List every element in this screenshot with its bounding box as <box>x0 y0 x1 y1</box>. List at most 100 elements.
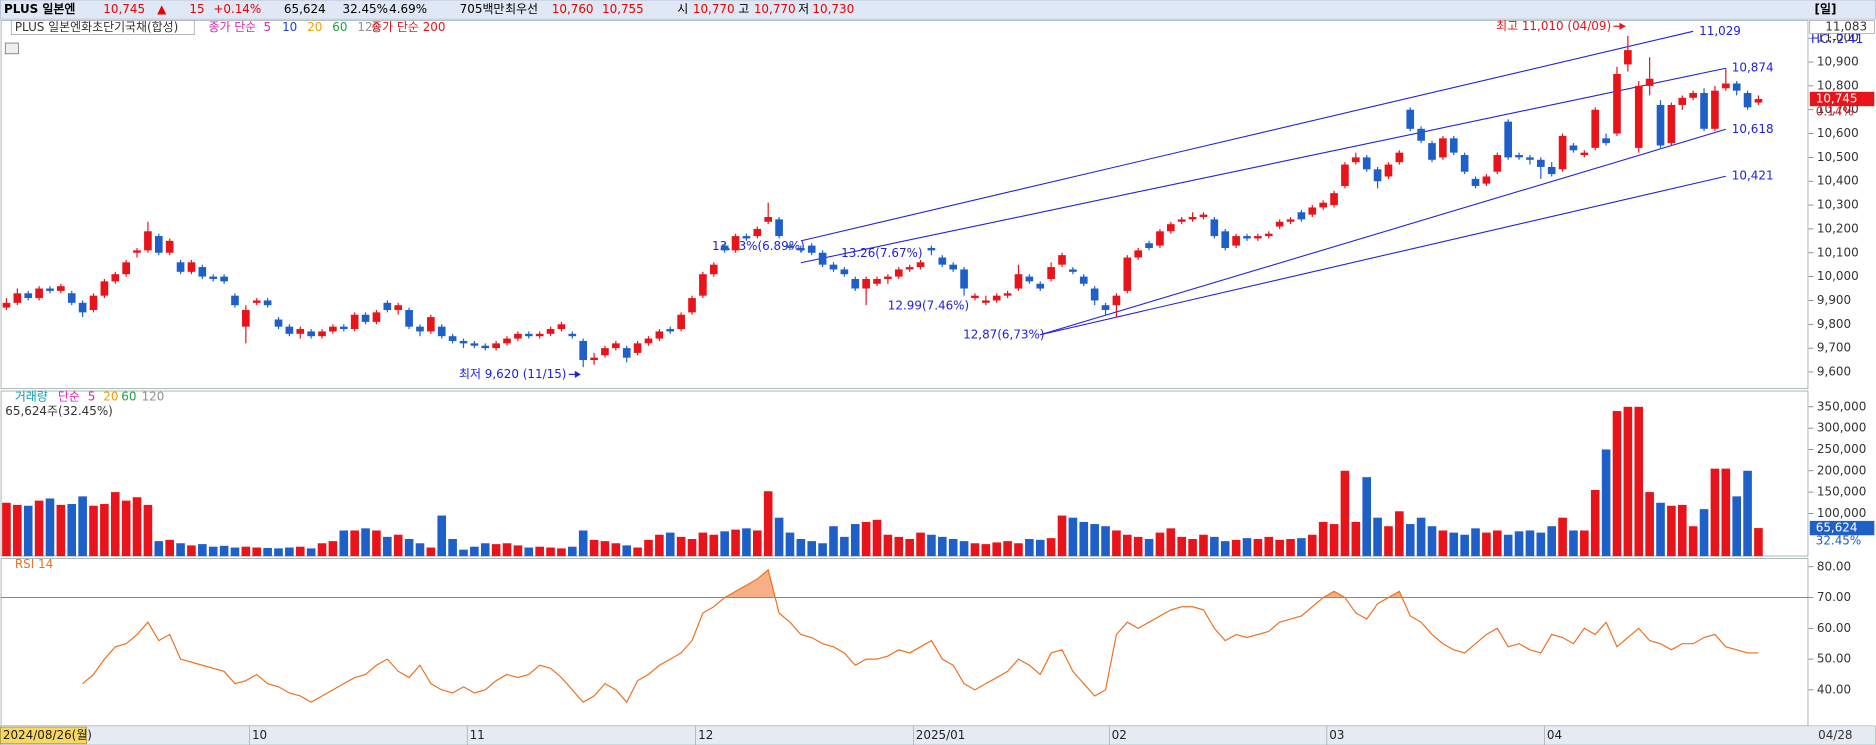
y-tick-label: 9,600 <box>1817 364 1851 378</box>
header-item: 65,624 <box>284 2 326 16</box>
candle-body <box>982 300 990 303</box>
ma-legend-entry: 10 <box>282 20 297 34</box>
period[interactable]: [일] <box>1815 2 1837 16</box>
volume-bar <box>1416 517 1426 557</box>
y-tick-label: 200,000 <box>1817 463 1866 477</box>
high-arrowhead <box>1619 22 1626 30</box>
top-price-label: 11,083 <box>1825 19 1867 33</box>
header-item: 10,755 <box>602 2 644 16</box>
candle-body <box>873 278 881 284</box>
settings-icon[interactable] <box>4 42 19 55</box>
x-tick-label: 11 <box>470 728 485 742</box>
header-item: +0.14% <box>213 2 261 16</box>
header-item: 10,745 <box>103 2 145 16</box>
volume-bar <box>655 534 664 557</box>
volume-bar <box>829 526 838 557</box>
candle-body <box>503 338 511 344</box>
y-tick-label: 250,000 <box>1817 442 1866 456</box>
volume-bar <box>1264 536 1274 557</box>
y-tick-label: 10,800 <box>1817 78 1859 92</box>
candle-body <box>1232 236 1240 246</box>
candle-body <box>1591 109 1600 148</box>
y-tick-label: 9,900 <box>1817 293 1851 307</box>
x-tick-label: 02 <box>1112 728 1127 742</box>
candle-body <box>1036 283 1045 289</box>
candle-body <box>329 326 337 332</box>
rsi-fill <box>724 569 1403 598</box>
candle-body <box>1145 243 1153 248</box>
x-tick-label: 04 <box>1547 728 1562 742</box>
volume-bar <box>491 544 501 557</box>
candle-body <box>263 300 272 306</box>
candle-body <box>927 247 936 251</box>
candle-body <box>154 236 163 253</box>
candle-body <box>1580 152 1589 156</box>
volume-bar <box>524 547 534 557</box>
y-tick-label: 10,500 <box>1817 150 1859 164</box>
header-item: 최우선 <box>505 2 538 16</box>
volume-bar <box>1057 515 1067 557</box>
candle-body <box>1406 109 1415 129</box>
last-volume-pct: 32.45% <box>1816 534 1862 548</box>
volume-bar <box>1536 532 1546 557</box>
volume-bar <box>1046 538 1056 557</box>
candle-body <box>1221 231 1230 248</box>
volume-bar <box>198 544 207 557</box>
candle-body <box>459 340 468 344</box>
volume-bar <box>1155 532 1165 557</box>
candle-body <box>862 278 870 289</box>
y-tick-label: 10,300 <box>1817 198 1859 212</box>
volume-bar <box>208 546 218 557</box>
candle-body <box>1504 121 1512 158</box>
candle-body <box>699 274 707 296</box>
y-tick-label: 10,000 <box>1817 269 1859 283</box>
y-tick-label: 100,000 <box>1817 506 1866 520</box>
header-item: 시 <box>677 2 688 16</box>
candle-body <box>416 326 424 332</box>
volume-bar <box>1601 449 1611 557</box>
ma-legend-entry: 60 <box>332 20 347 34</box>
candle-body <box>829 264 838 270</box>
candle-body <box>350 314 359 330</box>
volume-bar <box>938 536 947 557</box>
volume-bar <box>404 539 414 557</box>
volume-bar <box>1242 538 1252 557</box>
volume-bar <box>1068 517 1078 557</box>
volume-bar <box>1405 524 1415 557</box>
volume-bar <box>1503 534 1513 557</box>
trend-label: 10,874 <box>1732 61 1774 75</box>
candle-body <box>1101 305 1110 310</box>
volume-bar <box>1492 530 1502 557</box>
volume-bar <box>1384 526 1393 557</box>
candle-body <box>187 262 196 272</box>
candle-body <box>46 288 54 291</box>
candle-body <box>1602 138 1610 144</box>
candle-body <box>1341 164 1349 187</box>
candle-body <box>2 302 11 308</box>
volume-bar <box>753 530 762 557</box>
y-tick-label: 40.00 <box>1817 682 1851 696</box>
volume-bar <box>763 491 773 557</box>
candle-body <box>840 269 849 275</box>
candle-body <box>35 288 43 299</box>
channel-label: 13.26(7.67%) <box>841 246 922 260</box>
candle-body <box>285 326 294 334</box>
volume-bar <box>1590 489 1600 557</box>
candle-body <box>307 331 315 337</box>
candle-body <box>231 295 239 306</box>
volume-bar <box>1003 541 1012 557</box>
candle-body <box>1308 207 1317 215</box>
volume-bar <box>1286 539 1295 557</box>
y-tick-label: 150,000 <box>1817 485 1866 499</box>
volume-bar <box>905 539 914 557</box>
candle-body <box>361 314 370 322</box>
header-item: 32.45% <box>342 2 388 16</box>
last-price-label: 10,745 <box>1816 91 1858 105</box>
candle-body <box>601 348 609 356</box>
volume-bar <box>1014 543 1023 557</box>
candle-body <box>13 293 22 303</box>
volume-bar <box>426 547 436 557</box>
volume-bar <box>709 534 719 557</box>
y-tick-label: 60.00 <box>1817 621 1851 635</box>
high-annotation: 최고 11,010 (04/09) <box>1496 19 1611 33</box>
